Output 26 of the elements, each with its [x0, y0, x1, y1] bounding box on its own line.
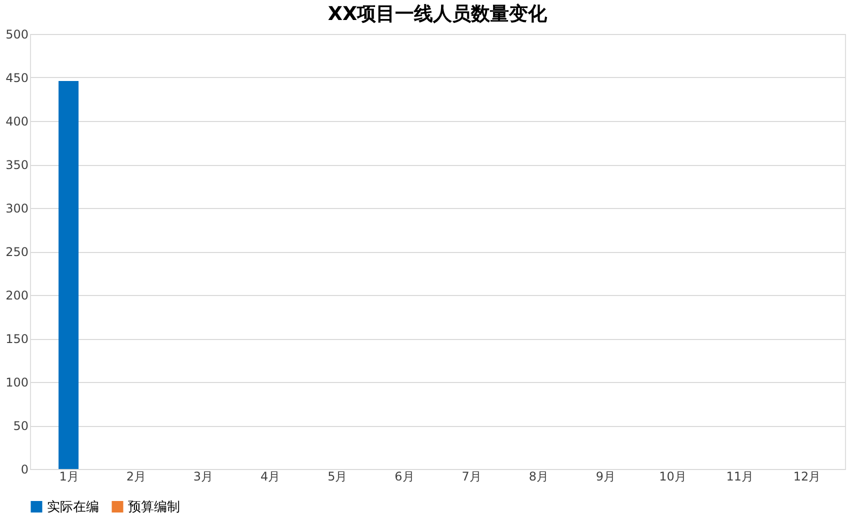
- y-tick-label: 150: [6, 332, 28, 346]
- y-tick-label: 0: [20, 462, 28, 476]
- y-tick-label: 400: [6, 114, 28, 128]
- y-tick-label: 50: [13, 419, 28, 433]
- x-tick-label: 11月: [726, 470, 754, 484]
- x-tick-label: 9月: [596, 470, 616, 484]
- x-tick-label: 7月: [462, 470, 482, 484]
- chart-title: XX项目一线人员数量变化: [328, 3, 548, 25]
- y-tick-label: 100: [6, 376, 28, 390]
- x-tick-label: 2月: [126, 470, 146, 484]
- y-tick-label: 300: [6, 202, 28, 216]
- legend-label: 预算编制: [128, 500, 180, 515]
- x-tick-label: 12月: [793, 470, 821, 484]
- y-tick-label: 500: [6, 28, 28, 42]
- x-tick-label: 1月: [59, 470, 79, 484]
- x-tick-label: 5月: [328, 470, 348, 484]
- x-tick-label: 10月: [659, 470, 686, 484]
- y-tick-label: 350: [6, 158, 28, 172]
- x-tick-label: 4月: [260, 470, 280, 484]
- x-tick-label: 6月: [394, 470, 414, 484]
- y-tick-label: 200: [6, 288, 28, 302]
- x-tick-label: 3月: [193, 470, 214, 484]
- y-tick-label: 450: [6, 71, 28, 85]
- legend-label: 实际在编: [47, 500, 99, 515]
- x-tick-label: 8月: [528, 470, 548, 484]
- y-tick-label: 250: [6, 245, 28, 259]
